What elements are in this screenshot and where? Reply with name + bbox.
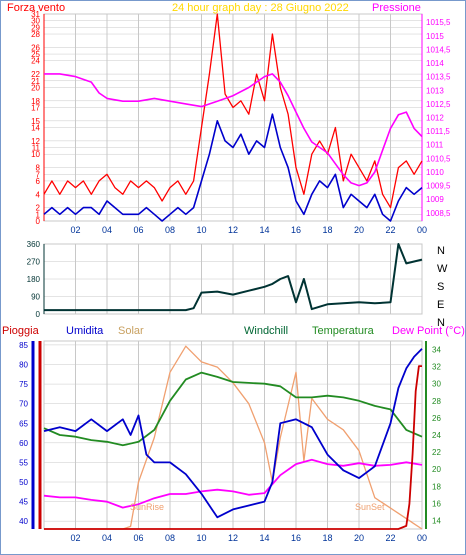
direction-label: S	[437, 281, 444, 293]
x-tick-label: 12	[228, 533, 238, 543]
y-tick-label-left: 22	[31, 70, 40, 79]
y-tick-label-left: 26	[31, 43, 40, 52]
y-tick-label-right: 20	[432, 465, 441, 474]
top-right-label: Pressione	[372, 2, 421, 14]
y-tick-label-left: 18	[31, 97, 40, 106]
x-tick-label: 22	[385, 225, 395, 235]
x-tick-label: 06	[133, 225, 143, 235]
legend-item: Windchill	[244, 325, 288, 337]
x-tick-label: 16	[291, 225, 301, 235]
y-tick-label-right: 1014	[426, 59, 444, 68]
x-tick-label: 08	[165, 225, 175, 235]
legend-item: Dew Point (°C)	[392, 325, 465, 337]
y-tick-label-right: 1013,5	[426, 73, 451, 82]
x-tick-label: 04	[102, 533, 112, 543]
y-tick-label: 0	[36, 310, 41, 319]
y-tick-label-right: 1012	[426, 114, 444, 123]
sunrise-label: SunRise	[130, 502, 164, 512]
y-tick-label-right: 1013	[426, 86, 444, 95]
x-tick-label: 20	[354, 225, 364, 235]
direction-label: E	[437, 299, 444, 311]
y-tick-label-right: 14	[432, 516, 441, 525]
legend-item: Umidita	[66, 325, 104, 337]
y-tick-label-left: 45	[19, 498, 28, 507]
x-tick-label: 20	[354, 533, 364, 543]
y-tick-label-right: 1010	[426, 168, 444, 177]
legend-item: Temperatura	[312, 325, 375, 337]
x-tick-label: 10	[196, 225, 206, 235]
x-tick-label: 04	[102, 225, 112, 235]
x-tick-label: 02	[70, 533, 80, 543]
y-tick-label-right: 1010,5	[426, 154, 451, 163]
y-tick-label-right: 34	[432, 346, 441, 355]
y-tick-label-right: 32	[432, 363, 441, 372]
y-tick-label-left: 40	[19, 517, 28, 526]
x-tick-label: 14	[259, 225, 269, 235]
x-tick-label: 08	[165, 533, 175, 543]
y-tick-label-left: 60	[19, 439, 28, 448]
y-tick-label-right: 1011	[426, 141, 444, 150]
x-tick-label: 18	[322, 533, 332, 543]
x-tick-label: 02	[70, 225, 80, 235]
legend-item: Pioggia	[2, 325, 40, 337]
sunset-label: SunSet	[355, 502, 385, 512]
y-tick-label-left: 75	[19, 380, 28, 389]
x-tick-label: 18	[322, 225, 332, 235]
x-tick-label: 00	[417, 533, 427, 543]
y-tick-label-right: 1012,5	[426, 100, 451, 109]
bottom-panel: Pioggia Umidita Solar Windchill Temperatura D…	[2, 325, 465, 543]
y-tick-label: 90	[31, 293, 40, 302]
y-tick-label-right: 1014,5	[426, 45, 451, 54]
y-tick-label: 180	[27, 275, 41, 284]
direction-label: N	[437, 245, 445, 257]
y-tick-label-left: 55	[19, 458, 28, 467]
x-tick-label: 22	[385, 533, 395, 543]
top-title: 24 hour graph day : 28 Giugno 2022	[172, 2, 349, 14]
y-tick-label-right: 1015	[426, 32, 444, 41]
y-tick-label-left: 80	[19, 361, 28, 370]
y-tick-label-left: 4	[36, 190, 41, 199]
y-tick-label-right: 22	[432, 448, 441, 457]
y-tick-label-left: 65	[19, 419, 28, 428]
y-tick-label-right: 16	[432, 499, 441, 508]
y-tick-label-right: 26	[432, 414, 441, 423]
y-tick-label-left: 8	[36, 164, 41, 173]
y-tick-label-right: 18	[432, 482, 441, 491]
x-tick-label: 12	[228, 225, 238, 235]
y-tick-label: 270	[27, 258, 41, 267]
x-tick-label: 16	[291, 533, 301, 543]
x-tick-label: 10	[196, 533, 206, 543]
y-tick-label-left: 50	[19, 478, 28, 487]
y-tick-label-right: 30	[432, 380, 441, 389]
y-tick-label-left: 85	[19, 341, 28, 350]
y-tick-label-right: 24	[432, 431, 441, 440]
y-tick-label-left: 70	[19, 400, 28, 409]
y-tick-label-left: 2	[36, 204, 41, 213]
y-tick-label-right: 1009	[426, 195, 444, 204]
x-tick-label: 14	[259, 533, 269, 543]
x-tick-label: 00	[417, 225, 427, 235]
legend-item: Solar	[118, 325, 144, 337]
y-tick-label-left: 12	[31, 137, 40, 146]
y-tick-label-right: 1011,5	[426, 127, 450, 136]
y-tick-label-right: 28	[432, 397, 441, 406]
y-tick-label: 360	[27, 240, 41, 249]
y-tick-label-left: 15	[31, 117, 40, 126]
x-tick-label: 06	[133, 533, 143, 543]
y-tick-label-left: 31	[31, 10, 40, 19]
y-tick-label-right: 1015,5	[426, 18, 451, 27]
top-panel: Forza vento 24 hour graph day : 28 Giugn…	[7, 2, 451, 235]
y-tick-label-right: 1008,5	[426, 209, 451, 218]
y-tick-label-right: 1009,5	[426, 182, 451, 191]
direction-label: W	[437, 263, 448, 275]
